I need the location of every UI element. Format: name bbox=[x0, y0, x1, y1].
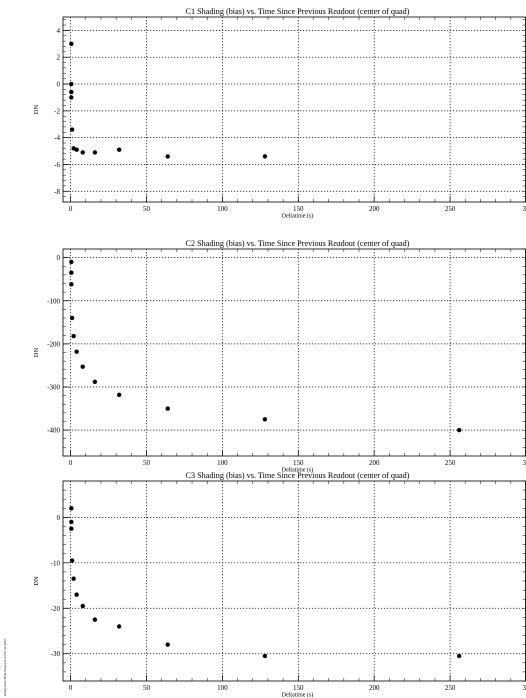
y-tick-label: -2 bbox=[54, 107, 60, 115]
plot-frame bbox=[62, 16, 526, 203]
y-tick-label: 2 bbox=[57, 54, 61, 62]
x-tick-label: 250 bbox=[445, 459, 456, 467]
data-point bbox=[69, 506, 74, 511]
chart-title: C3 Shading (bias) vs. Time Since Previou… bbox=[186, 471, 410, 480]
data-point bbox=[92, 617, 98, 622]
y-tick-label: -400 bbox=[47, 427, 60, 435]
plot-frame bbox=[62, 248, 526, 457]
chart-title: C1 Shading (bias) vs. Time Since Previou… bbox=[186, 7, 410, 16]
data-point bbox=[92, 150, 98, 155]
y-tick-label: 4 bbox=[57, 27, 61, 35]
x-tick-label: 50 bbox=[143, 684, 151, 692]
data-point bbox=[165, 642, 170, 647]
data-point bbox=[80, 364, 85, 369]
x-tick-label: 0 bbox=[69, 205, 73, 213]
y-axis-label: DN bbox=[33, 348, 40, 358]
data-point bbox=[262, 417, 268, 422]
data-point bbox=[457, 427, 462, 433]
data-point bbox=[457, 653, 462, 659]
data-point bbox=[69, 41, 74, 47]
data-point bbox=[80, 150, 85, 155]
x-axis-label: Deltatime (s) bbox=[282, 692, 314, 698]
x-tick-label: 30 bbox=[523, 205, 526, 213]
side-note: Integration Time Sweep 9-21-07 ab 2007 bbox=[0, 600, 8, 696]
data-point bbox=[71, 576, 76, 581]
data-point bbox=[69, 558, 75, 563]
data-point bbox=[116, 392, 122, 397]
data-point bbox=[69, 526, 74, 531]
y-tick-label: -4 bbox=[54, 134, 60, 142]
data-point bbox=[74, 147, 79, 152]
data-point bbox=[69, 259, 74, 265]
data-point bbox=[92, 379, 98, 385]
data-point bbox=[71, 333, 76, 339]
chart-title: C2 Shading (bias) vs. Time Since Previou… bbox=[186, 239, 410, 248]
x-tick-label: 150 bbox=[293, 684, 304, 692]
x-tick-label: 250 bbox=[445, 684, 456, 692]
x-tick-label: 100 bbox=[217, 459, 228, 467]
y-tick-label: -300 bbox=[47, 384, 60, 392]
y-tick-label: -10 bbox=[51, 559, 61, 567]
y-tick-label: -6 bbox=[54, 161, 60, 169]
x-tick-label: 150 bbox=[293, 205, 304, 213]
data-point bbox=[74, 592, 79, 597]
x-tick-label: 250 bbox=[445, 205, 456, 213]
x-axis-label: Deltatime (s) bbox=[282, 467, 314, 474]
y-tick-label: -8 bbox=[54, 188, 60, 196]
chart-panel-1: 0 50 100 150 200 250 30 -8 -6 -4 -2 0 2 4 C1 Shading (… bbox=[33, 7, 526, 220]
x-tick-label: 0 bbox=[69, 459, 73, 467]
data-point bbox=[69, 89, 74, 95]
data-point bbox=[69, 282, 74, 287]
x-tick-label: 100 bbox=[217, 684, 228, 692]
y-tick-label: 0 bbox=[57, 254, 61, 262]
data-point bbox=[80, 603, 85, 609]
data-point bbox=[165, 154, 170, 159]
data-point bbox=[116, 624, 122, 629]
data-point bbox=[262, 154, 268, 159]
x-axis-label: Deltatime (s) bbox=[282, 213, 314, 220]
data-point bbox=[69, 315, 75, 321]
x-tick-label: 30 bbox=[523, 684, 526, 692]
chart-panel-2: 0 50 100 150 200 250 30 -400 -300 -200 -100 0 C2 Sha… bbox=[33, 239, 526, 474]
plot-frame bbox=[62, 480, 526, 682]
data-point bbox=[69, 270, 74, 275]
x-tick-label: 50 bbox=[143, 205, 151, 213]
y-axis-label: DN bbox=[33, 576, 40, 586]
data-point bbox=[69, 81, 74, 87]
data-point bbox=[69, 519, 74, 525]
x-tick-label: 50 bbox=[143, 459, 151, 467]
y-tick-label: 0 bbox=[57, 81, 61, 89]
side-note-text: Integration Time Sweep 9-21-07 ab 2007 bbox=[3, 638, 7, 696]
data-point bbox=[74, 349, 79, 354]
x-tick-label: 100 bbox=[217, 205, 228, 213]
y-tick-label: -30 bbox=[51, 650, 61, 658]
data-point bbox=[262, 653, 268, 659]
y-tick-label: -20 bbox=[51, 605, 61, 613]
y-tick-label: -100 bbox=[47, 297, 60, 305]
x-tick-label: 200 bbox=[369, 459, 380, 467]
y-tick-label: -200 bbox=[47, 340, 60, 348]
data-point bbox=[116, 147, 122, 152]
y-tick-label: 0 bbox=[57, 514, 61, 522]
data-point bbox=[165, 406, 170, 411]
x-tick-label: 150 bbox=[293, 459, 304, 467]
x-tick-label: 0 bbox=[69, 684, 73, 692]
data-point bbox=[69, 127, 75, 132]
chart-panel-3: 0 50 100 150 200 250 30 -30 -20 -10 0 C3 Shading (b… bbox=[33, 471, 526, 698]
data-point bbox=[69, 95, 74, 100]
x-tick-label: 200 bbox=[369, 205, 380, 213]
x-tick-label: 30 bbox=[523, 459, 526, 467]
y-axis-label: DN bbox=[33, 105, 40, 115]
x-tick-label: 200 bbox=[369, 684, 380, 692]
